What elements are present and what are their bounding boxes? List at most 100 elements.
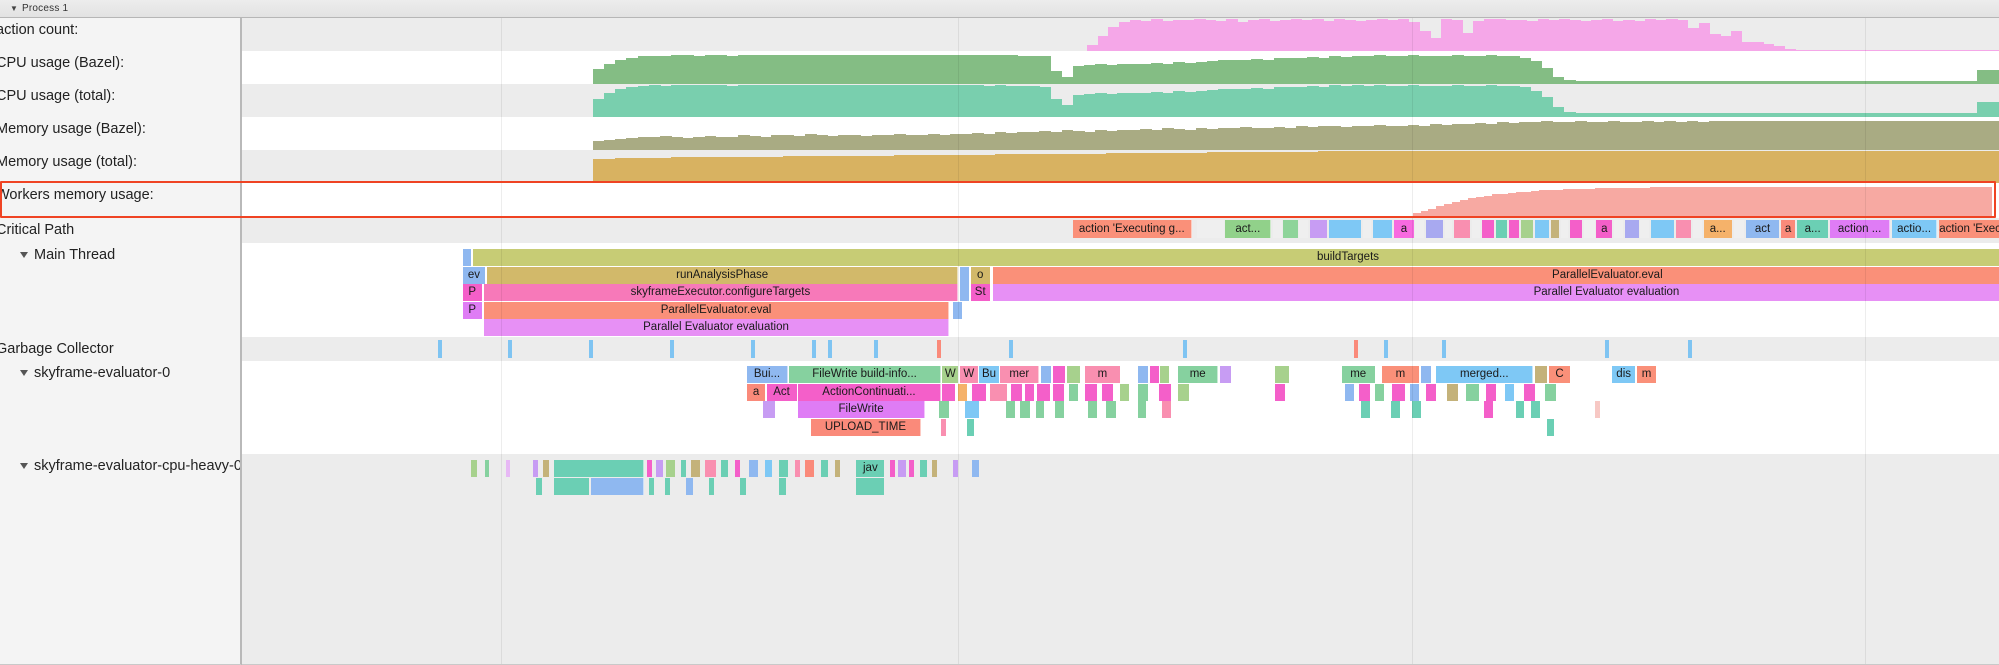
gc-mark[interactable]: [589, 340, 593, 358]
flame-slice[interactable]: [734, 460, 741, 477]
gc-mark[interactable]: [828, 340, 833, 358]
flame-slice[interactable]: m: [1381, 366, 1419, 383]
flame-slice[interactable]: [1520, 220, 1534, 238]
flame-slice[interactable]: [553, 477, 590, 495]
flame-slice[interactable]: C: [1548, 366, 1571, 383]
flame-slice[interactable]: [1650, 220, 1674, 238]
track-row-skyframe-evaluator-cpu-heavy-0[interactable]: skyframe-evaluator-cpu-heavy-0 jav: [0, 454, 1999, 664]
flame-slice[interactable]: [1309, 220, 1328, 238]
flame-slice[interactable]: me: [1341, 366, 1375, 383]
flame-slice[interactable]: [909, 460, 915, 477]
flame-slice[interactable]: [1149, 366, 1159, 383]
gc-mark[interactable]: [1183, 340, 1188, 358]
skyframe-cpu-heavy-flame[interactable]: jav: [241, 460, 1999, 660]
flame-slice[interactable]: [1137, 366, 1149, 383]
flame-slice[interactable]: [1283, 220, 1298, 238]
flame-slice[interactable]: [1534, 220, 1549, 238]
flame-slice[interactable]: act...: [1225, 220, 1272, 238]
flame-slice[interactable]: [543, 460, 549, 477]
flame-slice[interactable]: skyframeExecutor.configureTargets: [483, 284, 959, 301]
chevron-down-icon[interactable]: [20, 463, 28, 469]
flame-slice[interactable]: [720, 460, 728, 477]
flame-slice[interactable]: [919, 460, 927, 477]
flame-slice[interactable]: [1524, 383, 1535, 401]
flame-slice[interactable]: P: [462, 284, 482, 301]
flame-slice[interactable]: a: [1394, 220, 1414, 238]
flame-slice[interactable]: [889, 460, 895, 477]
flame-slice[interactable]: ParallelEvaluator.eval: [993, 266, 1999, 284]
flame-slice[interactable]: runAnalysisPhase: [487, 266, 959, 284]
flame-slice[interactable]: [898, 460, 906, 477]
flame-slice[interactable]: [960, 284, 969, 301]
flame-slice[interactable]: [1374, 383, 1384, 401]
gc-mark[interactable]: [1605, 340, 1610, 358]
flame-slice[interactable]: [664, 477, 670, 495]
track-label-memory-bazel[interactable]: Memory usage (Bazel):: [0, 117, 241, 150]
track-label-cpu-total[interactable]: CPU usage (total):: [0, 84, 241, 117]
track-label-memory-total[interactable]: Memory usage (total):: [0, 150, 241, 183]
flame-slice[interactable]: [1508, 220, 1520, 238]
track-canvas-skyframe-evaluator-cpu-heavy-0[interactable]: jav: [241, 454, 1999, 664]
flame-slice[interactable]: [1120, 383, 1129, 401]
flame-slice[interactable]: [1425, 220, 1444, 238]
flame-slice[interactable]: merged...: [1436, 366, 1534, 383]
chevron-down-icon[interactable]: [20, 370, 28, 376]
track-canvas-skyframe-evaluator-0[interactable]: Bui... FileWrite build-info... W W Bu mer m me m…: [241, 361, 1999, 454]
flame-slice[interactable]: [1272, 220, 1282, 238]
track-canvas-critical-path[interactable]: action 'Executing g... act... a a a... act a a.…: [241, 218, 1999, 243]
flame-slice[interactable]: [471, 460, 477, 477]
flame-slice[interactable]: [1640, 220, 1650, 238]
flame-slice[interactable]: [1069, 383, 1078, 401]
track-row-cpu-bazel[interactable]: CPU usage (Bazel):: [0, 51, 1999, 84]
gc-mark[interactable]: [1353, 340, 1358, 358]
flame-slice[interactable]: [1485, 383, 1497, 401]
flame-slice[interactable]: a: [1781, 220, 1796, 238]
flame-slice[interactable]: [1178, 383, 1189, 401]
flame-slice[interactable]: [805, 460, 815, 477]
flame-slice[interactable]: ParallelEvaluator.eval: [483, 301, 950, 319]
flame-slice[interactable]: a: [747, 383, 765, 401]
gc-mark[interactable]: [508, 340, 513, 358]
flame-slice[interactable]: [1373, 220, 1393, 238]
flame-slice[interactable]: [1025, 383, 1034, 401]
flame-slice[interactable]: [1037, 383, 1050, 401]
track-row-critical-path[interactable]: Critical Path action 'Executing g... act.…: [0, 218, 1999, 243]
track-canvas-memory-bazel[interactable]: [241, 117, 1999, 150]
flame-slice[interactable]: [1624, 220, 1639, 238]
flame-slice[interactable]: actio...: [1891, 220, 1938, 238]
flame-slice[interactable]: [1545, 383, 1556, 401]
flame-slice[interactable]: [553, 460, 644, 477]
track-canvas-memory-total[interactable]: [241, 150, 1999, 183]
flame-slice[interactable]: [856, 477, 885, 495]
flame-slice[interactable]: [1162, 401, 1171, 418]
flame-slice[interactable]: [778, 477, 786, 495]
critical-path-flame[interactable]: action 'Executing g... act... a a a... act a a.…: [241, 220, 1999, 240]
chevron-down-icon[interactable]: [20, 252, 28, 258]
flame-slice[interactable]: o: [970, 266, 990, 284]
flame-slice[interactable]: [1471, 220, 1481, 238]
flame-slice[interactable]: [1410, 383, 1419, 401]
flame-slice[interactable]: W: [960, 366, 978, 383]
flame-slice[interactable]: [989, 383, 1008, 401]
flame-slice[interactable]: [778, 460, 788, 477]
track-row-workers-memory[interactable]: Workers memory usage:: [0, 183, 1999, 216]
track-label-skyframe-evaluator-cpu-heavy-0[interactable]: skyframe-evaluator-cpu-heavy-0: [0, 454, 241, 664]
gc-mark[interactable]: [812, 340, 817, 358]
flame-slice[interactable]: [1392, 383, 1405, 401]
flame-slice[interactable]: a: [1596, 220, 1613, 238]
flame-slice[interactable]: [506, 460, 510, 477]
track-row-cpu-total[interactable]: CPU usage (total):: [0, 84, 1999, 117]
flame-slice[interactable]: [1137, 383, 1149, 401]
flame-slice[interactable]: [536, 477, 542, 495]
flame-slice[interactable]: [1454, 220, 1470, 238]
gc-mark[interactable]: [1009, 340, 1014, 358]
flame-slice[interactable]: [590, 477, 644, 495]
flame-slice[interactable]: action 'Executing genrule //de...: [1939, 220, 1999, 238]
flame-slice[interactable]: FileWrite: [798, 401, 925, 418]
track-label-skyframe-evaluator-0[interactable]: skyframe-evaluator-0: [0, 361, 241, 454]
flame-slice[interactable]: [685, 477, 693, 495]
flame-slice[interactable]: [1345, 383, 1354, 401]
flame-slice[interactable]: buildTargets: [473, 249, 1999, 266]
flame-slice[interactable]: [1483, 401, 1493, 418]
track-canvas-action-count[interactable]: [241, 18, 1999, 51]
